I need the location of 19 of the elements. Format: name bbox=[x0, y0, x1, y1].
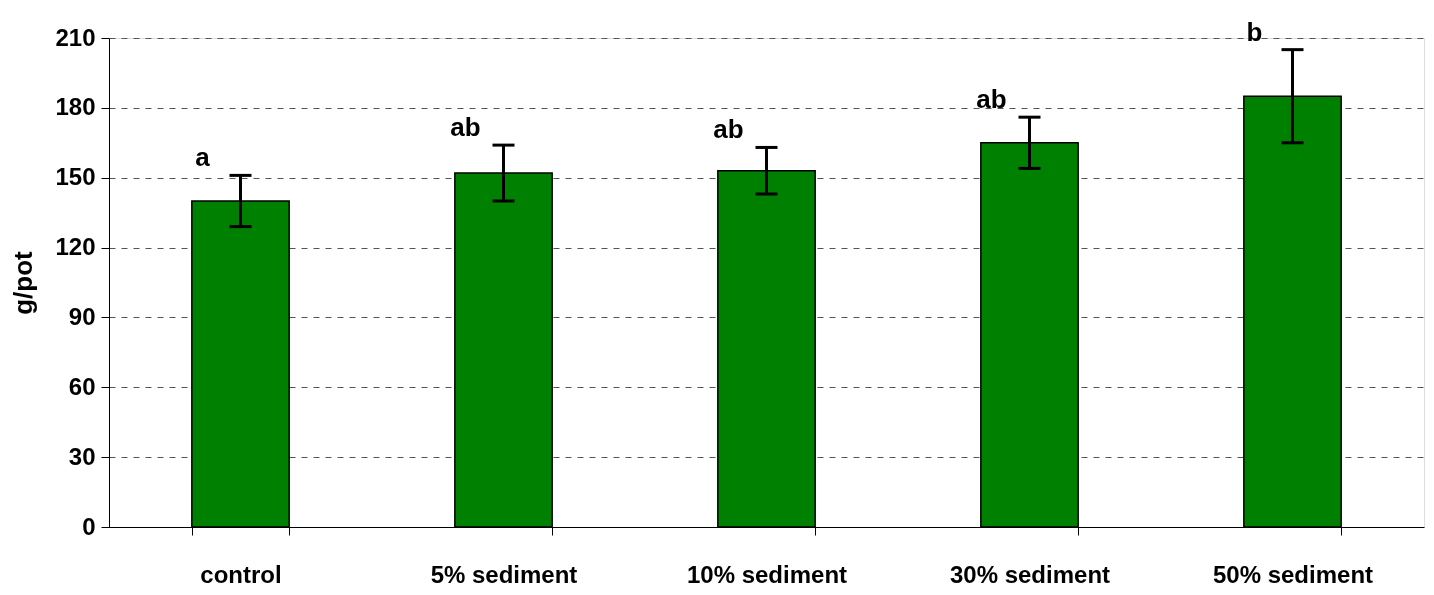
annotation: a bbox=[195, 142, 211, 173]
y-tick-label: 120 bbox=[55, 233, 96, 261]
annotation: b bbox=[1246, 16, 1263, 47]
y-tick-label: 30 bbox=[68, 442, 96, 470]
y-tick-label: 90 bbox=[68, 302, 96, 330]
y-tick-label: 210 bbox=[55, 23, 96, 51]
x-tick-label: 30% sediment bbox=[949, 560, 1111, 588]
y-axis-title: g/pot bbox=[8, 250, 39, 315]
y-tick-label: 0 bbox=[82, 512, 96, 540]
annotation: ab bbox=[450, 112, 481, 143]
x-tick-label: control bbox=[200, 560, 282, 588]
annotation: ab bbox=[976, 84, 1007, 115]
x-tick-label: 10% sediment bbox=[686, 560, 848, 588]
x-tick-label: 50% sediment bbox=[1212, 560, 1374, 588]
y-tick-label: 150 bbox=[55, 163, 96, 191]
y-tick-label: 60 bbox=[68, 372, 96, 400]
y-tick-label: 180 bbox=[55, 93, 96, 121]
x-tick-label: 5% sediment bbox=[430, 560, 578, 588]
annotation: ab bbox=[713, 114, 744, 145]
